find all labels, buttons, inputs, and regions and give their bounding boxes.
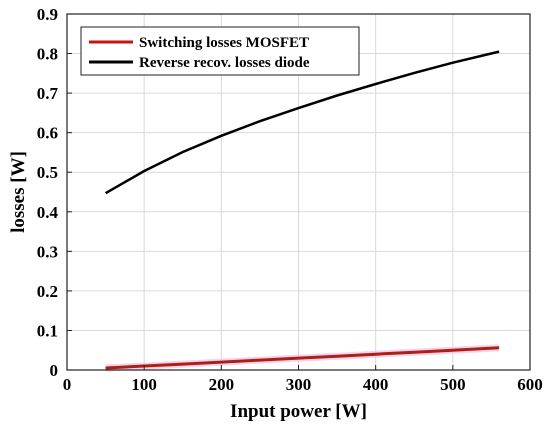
x-tick-label: 600: [517, 375, 543, 394]
x-tick-label: 100: [131, 375, 157, 394]
y-tick-label: 0.1: [37, 321, 58, 340]
x-tick-label: 300: [286, 375, 312, 394]
y-tick-label: 0.5: [37, 163, 58, 182]
x-axis-label: Input power [W]: [230, 401, 367, 422]
legend-label: Switching losses MOSFET: [139, 35, 309, 51]
x-tick-label: 0: [63, 375, 72, 394]
x-tick-label: 400: [363, 375, 389, 394]
y-tick-label: 0.3: [37, 242, 58, 261]
y-tick-label: 0.2: [37, 282, 58, 301]
y-tick-label: 0.6: [37, 124, 58, 143]
y-tick-label: 0.8: [37, 45, 58, 64]
y-tick-label: 0.9: [37, 5, 58, 24]
legend-box: [80, 26, 360, 76]
tick-labels: 0 100 200 300 400 500 600 0 0.1 0.2 0.3 0.4 0.5 0.6 0.…: [37, 5, 543, 394]
legend-label: Reverse recov. losses diode: [139, 55, 310, 71]
series-line-switching-losses-core: [105, 347, 500, 369]
y-axis-label: losses [W]: [8, 151, 29, 233]
y-tick-label: 0.4: [37, 203, 59, 222]
y-tick-label: 0.7: [37, 84, 59, 103]
x-tick-label: 200: [209, 375, 235, 394]
y-tick-label: 0: [50, 361, 59, 380]
series-line-reverse-recovery-losses: [104, 50, 500, 195]
x-tick-label: 500: [440, 375, 466, 394]
legend: Switching losses MOSFET Reverse recov. lo…: [80, 26, 360, 76]
plot-lines: [104, 50, 500, 372]
